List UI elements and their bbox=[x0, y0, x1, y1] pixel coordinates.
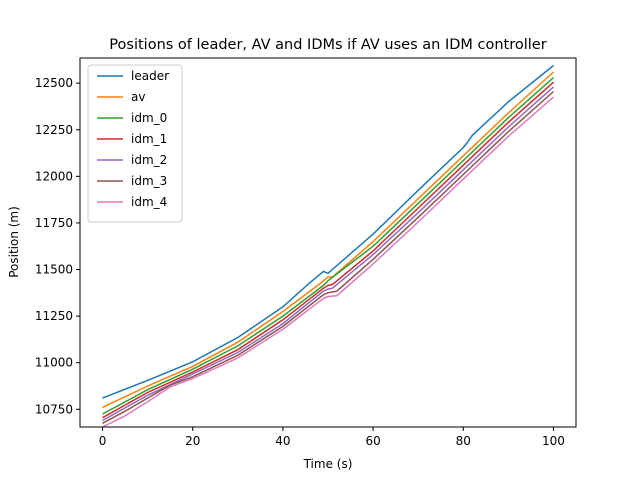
y-tick-label: 10750 bbox=[35, 402, 73, 416]
x-axis: 0 20 40 60 80 100 bbox=[99, 427, 565, 448]
y-tick-label: 11750 bbox=[35, 216, 73, 230]
plot-area bbox=[102, 64, 555, 428]
series-line-leader bbox=[102, 64, 554, 399]
y-tick-label: 12000 bbox=[35, 169, 73, 183]
chart-title: Positions of leader, AV and IDMs if AV u… bbox=[109, 37, 546, 53]
x-axis-label: Time (s) bbox=[303, 457, 353, 471]
y-tick-label: 11000 bbox=[35, 356, 73, 370]
x-tick-label: 60 bbox=[365, 434, 380, 448]
x-tick-label: 40 bbox=[275, 434, 290, 448]
legend-label: av bbox=[131, 90, 145, 104]
x-tick-label: 0 bbox=[99, 434, 107, 448]
legend-label: idm_3 bbox=[131, 174, 167, 188]
legend-label: idm_2 bbox=[131, 153, 167, 167]
series-line-idm-4 bbox=[102, 96, 554, 428]
series-line-av bbox=[102, 71, 555, 409]
series-line-idm-0 bbox=[102, 77, 554, 415]
legend-label: idm_1 bbox=[131, 132, 167, 146]
legend: leader av idm_0 idm_1 idm_2 idm_3 idm_4 bbox=[87, 64, 183, 223]
y-axis: 10750 11000 11250 11500 11750 12000 12250 12500 bbox=[35, 76, 80, 416]
legend-label: leader bbox=[131, 69, 169, 83]
series-line-idm-3 bbox=[102, 90, 554, 424]
x-tick-label: 100 bbox=[542, 434, 565, 448]
legend-box bbox=[87, 64, 183, 223]
y-tick-label: 12250 bbox=[35, 123, 73, 137]
y-axis-label: Position (m) bbox=[7, 206, 21, 278]
axes-frame bbox=[79, 57, 577, 428]
series-line-idm-2 bbox=[102, 86, 554, 422]
legend-label: idm_0 bbox=[131, 111, 167, 125]
y-tick-label: 12500 bbox=[35, 76, 73, 90]
legend-label: idm_4 bbox=[131, 195, 167, 209]
x-tick-label: 80 bbox=[456, 434, 471, 448]
y-tick-label: 11500 bbox=[35, 263, 73, 277]
x-tick-label: 20 bbox=[185, 434, 200, 448]
y-tick-label: 11250 bbox=[35, 309, 73, 323]
series-line-idm-1 bbox=[102, 81, 554, 419]
